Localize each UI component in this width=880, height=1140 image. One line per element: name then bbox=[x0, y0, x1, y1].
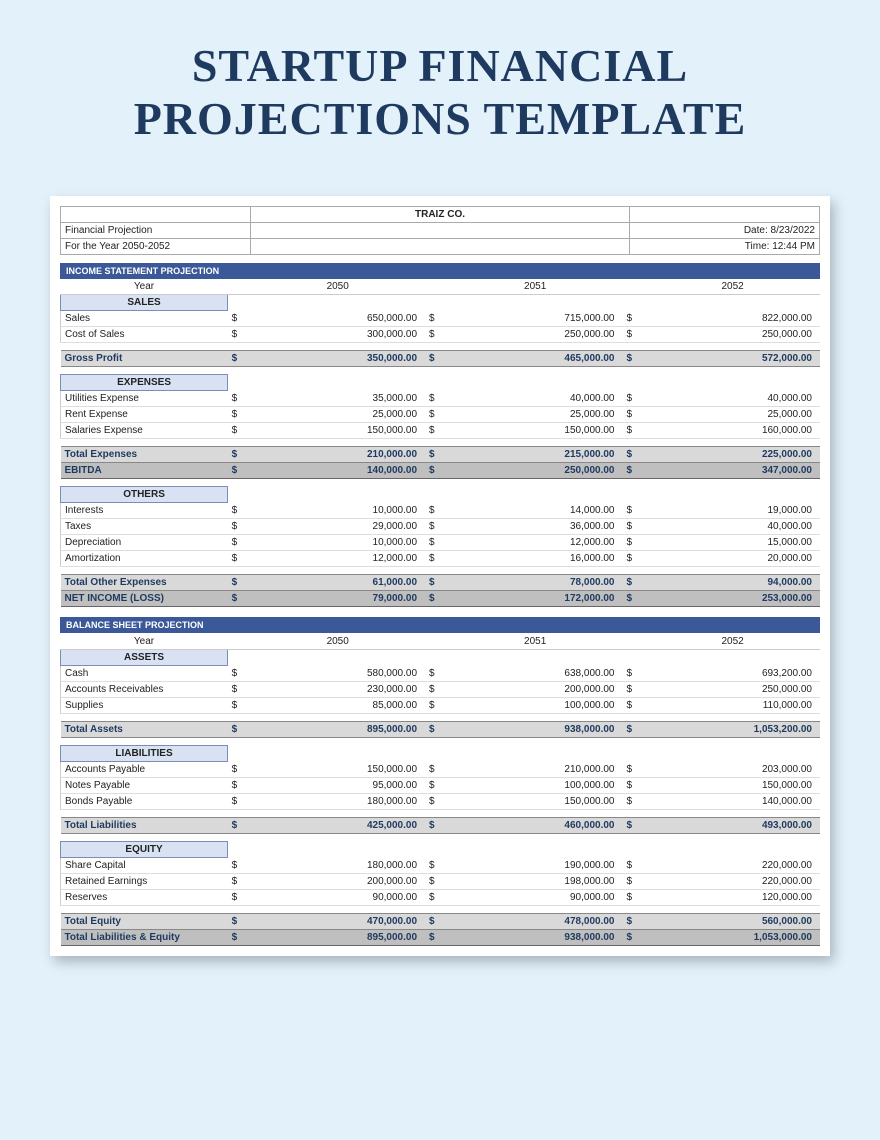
year-2052: 2052 bbox=[645, 279, 820, 295]
expenses-subheader: EXPENSES bbox=[61, 375, 228, 391]
gross-profit-label: Gross Profit bbox=[61, 351, 228, 367]
row-label: Accounts Payable bbox=[61, 761, 228, 777]
title-line-1: STARTUP FINANCIAL bbox=[0, 40, 880, 93]
sales-subheader: SALES bbox=[61, 295, 228, 311]
assets-subheader: ASSETS bbox=[61, 649, 228, 665]
page-title: STARTUP FINANCIAL PROJECTIONS TEMPLATE bbox=[0, 40, 880, 146]
total-assets-label: Total Assets bbox=[61, 721, 228, 737]
row-label: Supplies bbox=[61, 697, 228, 713]
year-label: Year bbox=[61, 279, 228, 295]
row-label: Salaries Expense bbox=[61, 423, 228, 439]
equity-subheader: EQUITY bbox=[61, 841, 228, 857]
total-other-label: Total Other Expenses bbox=[61, 575, 228, 591]
total-equity-label: Total Equity bbox=[61, 913, 228, 929]
row-label: Amortization bbox=[61, 551, 228, 567]
period: For the Year 2050-2052 bbox=[61, 238, 251, 254]
year-2050: 2050 bbox=[250, 633, 425, 649]
total-liabilities-label: Total Liabilities bbox=[61, 817, 228, 833]
row-label: Retained Earnings bbox=[61, 873, 228, 889]
row-label: Interests bbox=[61, 503, 228, 519]
row-label: Cash bbox=[61, 665, 228, 681]
time-value: Time: 12:44 PM bbox=[630, 238, 820, 254]
year-2051: 2051 bbox=[448, 633, 623, 649]
row-label: Accounts Receivables bbox=[61, 681, 228, 697]
title-line-2: PROJECTIONS TEMPLATE bbox=[0, 93, 880, 146]
row-label: Sales bbox=[61, 311, 228, 327]
year-2051: 2051 bbox=[448, 279, 623, 295]
others-subheader: OTHERS bbox=[61, 487, 228, 503]
total-expenses-label: Total Expenses bbox=[61, 447, 228, 463]
year-label: Year bbox=[61, 633, 228, 649]
row-label: Bonds Payable bbox=[61, 793, 228, 809]
year-2050: 2050 bbox=[250, 279, 425, 295]
subtitle: Financial Projection bbox=[61, 222, 251, 238]
company-name: TRAIZ CO. bbox=[250, 206, 630, 222]
total-le-label: Total Liabilities & Equity bbox=[61, 929, 228, 945]
liabilities-subheader: LIABILITIES bbox=[61, 745, 228, 761]
net-income-label: NET INCOME (LOSS) bbox=[61, 591, 228, 607]
row-label: Utilities Expense bbox=[61, 391, 228, 407]
spreadsheet-sheet: TRAIZ CO. Financial Projection Date: 8/2… bbox=[50, 196, 830, 956]
income-section-header: INCOME STATEMENT PROJECTION bbox=[60, 263, 820, 279]
row-label: Reserves bbox=[61, 889, 228, 905]
balance-section-header: BALANCE SHEET PROJECTION bbox=[60, 617, 820, 633]
row-label: Taxes bbox=[61, 519, 228, 535]
row-label: Cost of Sales bbox=[61, 327, 228, 343]
row-label: Notes Payable bbox=[61, 777, 228, 793]
row-label: Depreciation bbox=[61, 535, 228, 551]
header-table: TRAIZ CO. Financial Projection Date: 8/2… bbox=[60, 206, 820, 255]
date-value: Date: 8/23/2022 bbox=[630, 222, 820, 238]
balance-table: Year 2050 2051 2052 ASSETS Cash$580,000.… bbox=[60, 633, 820, 946]
row-label: Rent Expense bbox=[61, 407, 228, 423]
row-label: Share Capital bbox=[61, 857, 228, 873]
income-table: Year 2050 2051 2052 SALES Sales$650,000.… bbox=[60, 279, 820, 608]
year-2052: 2052 bbox=[645, 633, 820, 649]
ebitda-label: EBITDA bbox=[61, 463, 228, 479]
